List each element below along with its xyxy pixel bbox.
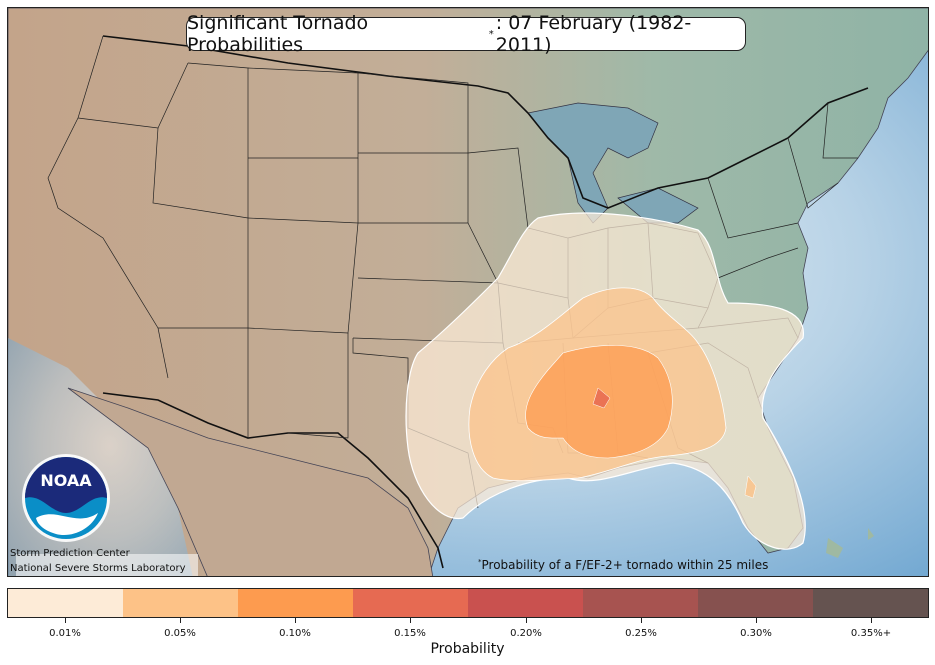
footnote: *Probability of a F/EF-2+ tornado within… — [478, 558, 768, 572]
colorbar-bin — [238, 589, 353, 617]
mexico-mainland — [67, 387, 434, 576]
noaa-logo-text: NOAA — [40, 471, 92, 490]
noaa-logo: NOAA — [22, 454, 110, 542]
colorbar-bin — [123, 589, 238, 617]
us-mexico-border — [102, 392, 444, 569]
colorbar-tick — [410, 617, 411, 623]
colorbar-tick-label: 0.01% — [49, 628, 81, 639]
colorbar-tick-label: 0.15% — [394, 628, 426, 639]
footnote-text: Probability of a F/EF-2+ tornado within … — [481, 558, 769, 572]
colorbar-bin — [8, 589, 123, 617]
colorbar-label: Probability — [430, 641, 505, 657]
colorbar-bin — [468, 589, 583, 617]
colorbar-tick — [65, 617, 66, 623]
title-main: Significant Tornado Probabilities — [187, 12, 369, 56]
colorbar-tick-label: 0.20% — [510, 628, 542, 639]
canada-us-border — [102, 35, 869, 209]
colorbar-tick-label: 0.35%+ — [850, 628, 892, 639]
credit-spc: Storm Prediction Center — [10, 548, 130, 559]
probability-contours — [405, 212, 806, 550]
colorbar-bin — [698, 589, 813, 617]
colorbar-bin — [353, 589, 468, 617]
contour-florida — [744, 475, 757, 499]
map-title: Significant Tornado Probabilities *: 07 F… — [186, 12, 746, 56]
colorbar-tick — [641, 617, 642, 623]
footnote-marker: * — [478, 558, 482, 566]
credit-nssl: National Severe Storms Laboratory — [10, 563, 186, 574]
colorbar-tick — [295, 617, 296, 623]
contour-0-15 — [592, 387, 611, 409]
colorbar — [7, 588, 929, 618]
colorbar-bin — [583, 589, 698, 617]
title-suffix: : 07 February (1982-2011) — [495, 12, 692, 56]
caribbean-islands — [826, 528, 874, 558]
probability-map: NOAA — [7, 7, 929, 577]
credit-backdrop — [16, 554, 198, 576]
colorbar-tick-label: 0.30% — [740, 628, 772, 639]
colorbar-tick — [871, 617, 872, 623]
colorbar-tick — [526, 617, 527, 623]
colorbar-tick — [756, 617, 757, 623]
map-canvas: NOAA — [8, 8, 928, 576]
colorbar-bin — [813, 589, 928, 617]
title-marker: * — [488, 28, 494, 40]
colorbar-tick-label: 0.25% — [625, 628, 657, 639]
colorbar-tick-label: 0.10% — [279, 628, 311, 639]
colorbar-tick-label: 0.05% — [164, 628, 196, 639]
colorbar-tick — [180, 617, 181, 623]
